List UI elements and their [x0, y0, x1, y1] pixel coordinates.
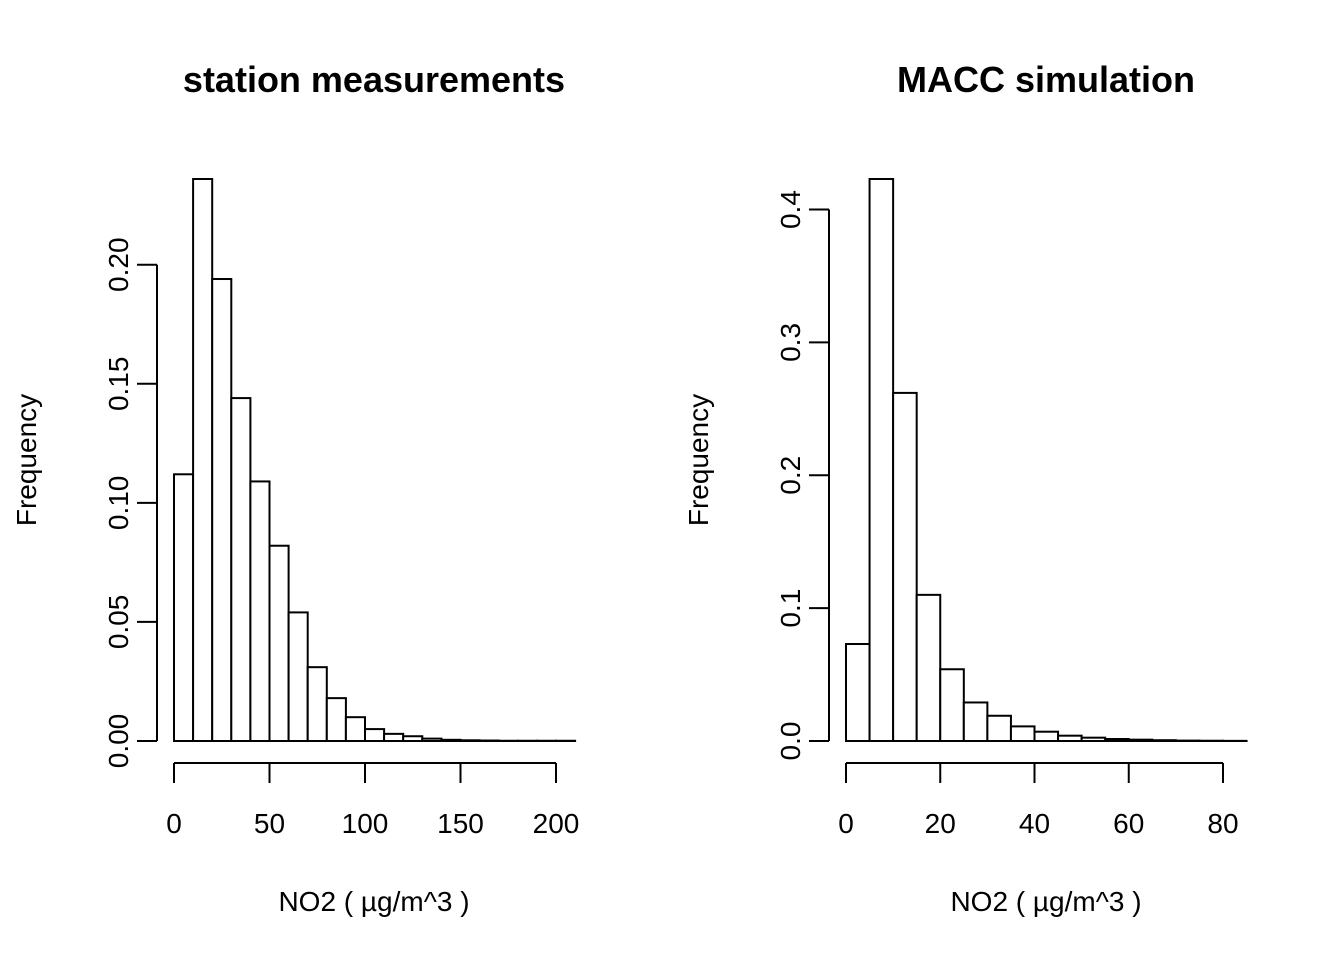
histogram-bar — [306, 666, 328, 743]
y-axis: 0.00 0.05 0.10 0.15 0.20 — [103, 237, 158, 769]
macc-histogram: MACC simulation NO2 ( µg/m^3 ) Frequency… — [683, 59, 1248, 917]
bars — [845, 178, 1248, 743]
histogram-bar — [986, 714, 1012, 743]
y-axis-label: Frequency — [683, 394, 714, 526]
y-axis: 0.0 0.1 0.2 0.3 0.4 — [775, 190, 830, 761]
histogram-bar — [1033, 730, 1060, 743]
y-tick-label: 0.4 — [775, 190, 806, 229]
histogram-bar — [939, 668, 965, 742]
histogram-bar — [962, 701, 989, 743]
y-tick-label: 0.1 — [775, 589, 806, 628]
histogram-bar — [1009, 725, 1036, 742]
histogram-bar — [383, 732, 405, 743]
x-axis-label: NO2 ( µg/m^3 ) — [278, 886, 469, 917]
histogram-bar — [325, 697, 347, 743]
y-tick-label: 0.05 — [103, 595, 134, 650]
x-tick-label: 60 — [1113, 808, 1144, 839]
y-tick-label: 0.15 — [103, 357, 134, 412]
y-tick-label: 0.20 — [103, 237, 134, 292]
bars — [173, 178, 577, 743]
histogram-bar — [268, 544, 290, 742]
histogram-bar — [868, 178, 895, 742]
x-tick-label: 200 — [533, 808, 580, 839]
x-tick-label: 100 — [342, 808, 389, 839]
histogram-bar — [364, 728, 386, 742]
chart-title: MACC simulation — [897, 59, 1195, 100]
histogram-bar — [287, 611, 309, 743]
x-tick-label: 150 — [437, 808, 484, 839]
y-tick-label: 0.10 — [103, 476, 134, 530]
histogram-bar — [211, 278, 233, 742]
y-tick-label: 0.00 — [103, 714, 134, 769]
station-histogram: station measurements NO2 ( µg/m^3 ) Freq… — [11, 59, 579, 917]
histogram-bar — [230, 397, 252, 742]
x-tick-label: 0 — [166, 808, 182, 839]
histogram-bar — [892, 391, 918, 742]
histogram-bar — [173, 473, 195, 742]
y-tick-label: 0.2 — [775, 456, 806, 495]
x-tick-label: 50 — [254, 808, 285, 839]
histogram-bar — [845, 643, 871, 743]
x-tick-label: 80 — [1207, 808, 1238, 839]
x-axis-label: NO2 ( µg/m^3 ) — [950, 886, 1141, 917]
histogram-bar — [915, 593, 942, 743]
x-axis: 0 50 100 150 200 — [166, 762, 580, 839]
chart-title: station measurements — [183, 59, 565, 100]
x-tick-label: 40 — [1019, 808, 1050, 839]
histogram-bar — [249, 480, 271, 742]
y-tick-label: 0.0 — [775, 722, 806, 761]
histogram-bar — [192, 178, 214, 742]
histogram-bar — [344, 716, 366, 743]
x-tick-label: 0 — [838, 808, 854, 839]
y-axis-label: Frequency — [11, 394, 42, 526]
y-tick-label: 0.3 — [775, 323, 806, 362]
x-tick-label: 20 — [925, 808, 956, 839]
x-axis: 0 20 40 60 80 — [838, 762, 1239, 839]
